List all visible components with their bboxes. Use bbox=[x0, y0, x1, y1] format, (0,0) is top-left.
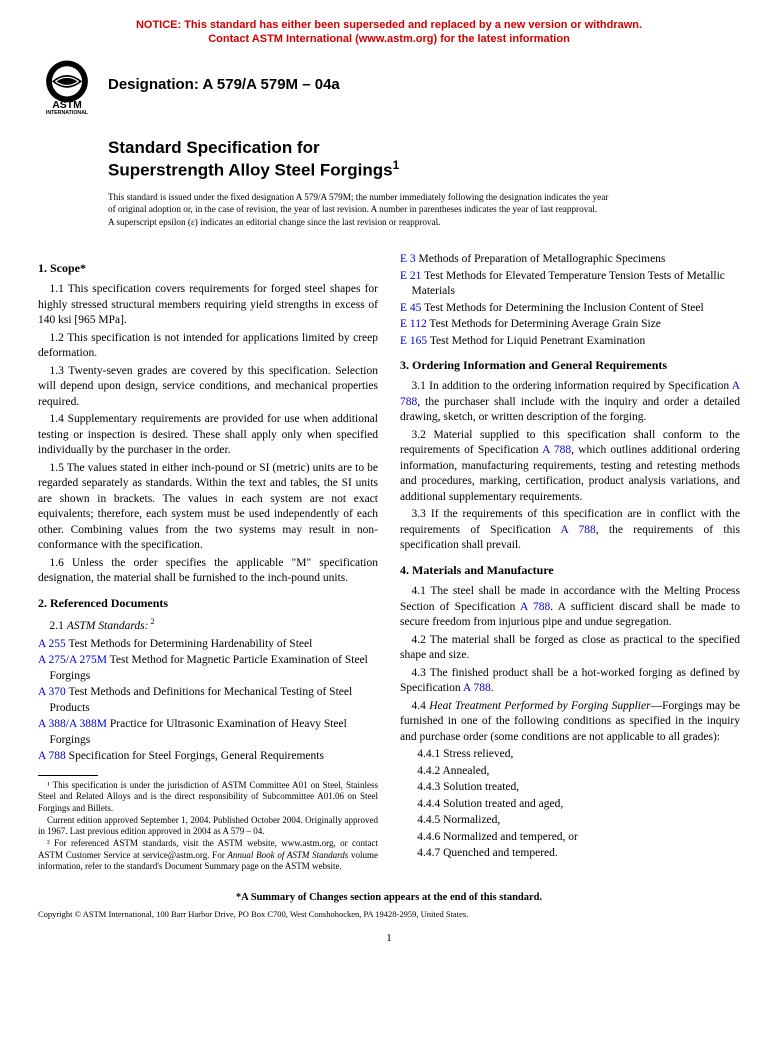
ref-item: E 112 Test Methods for Determining Avera… bbox=[400, 317, 740, 333]
section-2-head: 2. Referenced Documents bbox=[38, 595, 378, 611]
ref-link[interactable]: E 165 bbox=[400, 335, 427, 347]
sub-4-4-6: 4.4.6 Normalized and tempered, or bbox=[400, 830, 740, 846]
document-page: NOTICE: This standard has either been su… bbox=[0, 0, 778, 966]
ref-link[interactable]: A 788 bbox=[463, 682, 491, 694]
ref-link[interactable]: E 21 bbox=[400, 270, 421, 282]
copyright-text: Copyright © ASTM International, 100 Barr… bbox=[38, 909, 740, 920]
sub-4-4-2: 4.4.2 Annealed, bbox=[400, 764, 740, 780]
ref-link[interactable]: A 788 bbox=[542, 444, 571, 456]
ref-item: E 45 Test Methods for Determining the In… bbox=[400, 301, 740, 317]
ref-item: E 165 Test Method for Liquid Penetrant E… bbox=[400, 334, 740, 350]
para-1-5: 1.5 The values stated in either inch-pou… bbox=[38, 461, 378, 554]
para-2-1: 2.1 ASTM Standards: 2 bbox=[38, 617, 378, 634]
title-line-1: Standard Specification for bbox=[108, 137, 740, 158]
ref-item: E 3 Methods of Preparation of Metallogra… bbox=[400, 252, 740, 268]
header-row: ASTM INTERNATIONAL Designation: A 579/A … bbox=[38, 57, 740, 115]
notice-line-1: NOTICE: This standard has either been su… bbox=[136, 19, 642, 31]
summary-note: *A Summary of Changes section appears at… bbox=[38, 891, 740, 905]
ref-item: A 275/A 275M Test Method for Magnetic Pa… bbox=[38, 653, 378, 684]
ref-item: A 388/A 388M Practice for Ultrasonic Exa… bbox=[38, 717, 378, 748]
ref-link[interactable]: A 788 bbox=[520, 601, 550, 613]
ref-link[interactable]: A 788 bbox=[38, 750, 66, 762]
ref-item: A 255 Test Methods for Determining Harde… bbox=[38, 637, 378, 653]
footnote-1: ¹ This specification is under the jurisd… bbox=[38, 780, 378, 815]
left-column: 1. Scope* 1.1 This specification covers … bbox=[38, 252, 378, 873]
sub-4-4-3: 4.4.3 Solution treated, bbox=[400, 780, 740, 796]
para-4-2: 4.2 The material shall be forged as clos… bbox=[400, 633, 740, 664]
sub-4-4-5: 4.4.5 Normalized, bbox=[400, 813, 740, 829]
ref-link[interactable]: A 370 bbox=[38, 686, 66, 698]
para-3-1: 3.1 In addition to the ordering informat… bbox=[400, 379, 740, 426]
sub-4-4-4: 4.4.4 Solution treated and aged, bbox=[400, 797, 740, 813]
ref-item: A 788 Specification for Steel Forgings, … bbox=[38, 749, 378, 765]
sub-4-4-7: 4.4.7 Quenched and tempered. bbox=[400, 846, 740, 862]
ref-link[interactable]: A 388/A 388M bbox=[38, 718, 107, 730]
sub-4-4-1: 4.4.1 Stress relieved, bbox=[400, 747, 740, 763]
para-3-3: 3.3 If the requirements of this specific… bbox=[400, 507, 740, 554]
ref-link[interactable]: A 275/A 275M bbox=[38, 654, 107, 666]
footnote-1b: Current edition approved September 1, 20… bbox=[38, 815, 378, 838]
svg-text:INTERNATIONAL: INTERNATIONAL bbox=[46, 109, 89, 114]
footnote-rule bbox=[38, 775, 98, 776]
content-columns: 1. Scope* 1.1 This specification covers … bbox=[38, 252, 740, 873]
section-4-head: 4. Materials and Manufacture bbox=[400, 562, 740, 578]
designation-text: Designation: A 579/A 579M – 04a bbox=[108, 75, 340, 95]
footnote-2: ² For referenced ASTM standards, visit t… bbox=[38, 838, 378, 873]
para-4-3: 4.3 The finished product shall be a hot-… bbox=[400, 666, 740, 697]
issuance-note: This standard is issued under the fixed … bbox=[108, 191, 740, 228]
section-1-head: 1. Scope* bbox=[38, 260, 378, 276]
para-1-1: 1.1 This specification covers requiremen… bbox=[38, 282, 378, 329]
ref-link[interactable]: E 45 bbox=[400, 302, 421, 314]
notice-line-2: Contact ASTM International (www.astm.org… bbox=[208, 33, 570, 45]
ref-item: E 21 Test Methods for Elevated Temperatu… bbox=[400, 269, 740, 300]
ref-link[interactable]: E 112 bbox=[400, 318, 427, 330]
astm-logo-icon: ASTM INTERNATIONAL bbox=[38, 57, 96, 115]
section-3-head: 3. Ordering Information and General Requ… bbox=[400, 357, 740, 373]
notice-banner: NOTICE: This standard has either been su… bbox=[38, 18, 740, 47]
right-column: E 3 Methods of Preparation of Metallogra… bbox=[400, 252, 740, 873]
para-4-4: 4.4 Heat Treatment Performed by Forging … bbox=[400, 699, 740, 746]
ref-link[interactable]: A 255 bbox=[38, 638, 66, 650]
para-1-2: 1.2 This specification is not intended f… bbox=[38, 331, 378, 362]
para-1-6: 1.6 Unless the order specifies the appli… bbox=[38, 556, 378, 587]
para-4-1: 4.1 The steel shall be made in accordanc… bbox=[400, 584, 740, 631]
ref-item: A 370 Test Methods and Definitions for M… bbox=[38, 685, 378, 716]
page-number: 1 bbox=[38, 931, 740, 946]
title-block: Standard Specification for Superstrength… bbox=[108, 137, 740, 181]
para-3-2: 3.2 Material supplied to this specificat… bbox=[400, 428, 740, 506]
title-line-2: Superstrength Alloy Steel Forgings1 bbox=[108, 158, 740, 181]
ref-link[interactable]: A 788 bbox=[561, 524, 596, 536]
para-1-3: 1.3 Twenty-seven grades are covered by t… bbox=[38, 364, 378, 411]
ref-link[interactable]: E 3 bbox=[400, 253, 416, 265]
para-1-4: 1.4 Supplementary requirements are provi… bbox=[38, 412, 378, 459]
